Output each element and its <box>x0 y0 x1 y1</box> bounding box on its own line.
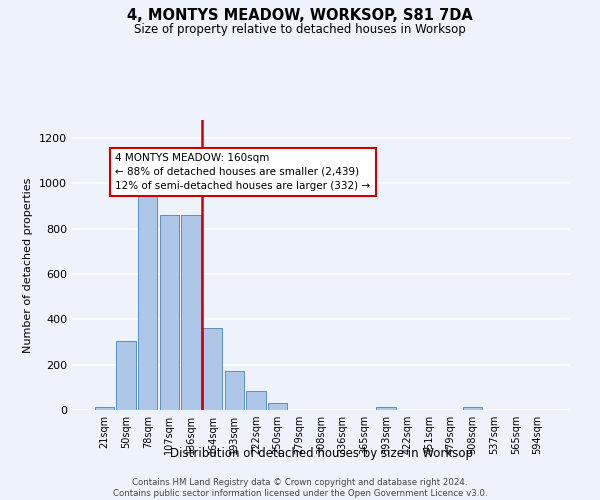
Text: Size of property relative to detached houses in Worksop: Size of property relative to detached ho… <box>134 22 466 36</box>
Text: Contains HM Land Registry data © Crown copyright and database right 2024.
Contai: Contains HM Land Registry data © Crown c… <box>113 478 487 498</box>
Bar <box>203 328 223 410</box>
Text: 4, MONTYS MEADOW, WORKSOP, S81 7DA: 4, MONTYS MEADOW, WORKSOP, S81 7DA <box>127 8 473 22</box>
Bar <box>138 195 157 410</box>
Bar <box>224 372 244 410</box>
Text: Distribution of detached houses by size in Worksop: Distribution of detached houses by size … <box>170 448 473 460</box>
Bar <box>463 407 482 410</box>
Bar <box>160 214 179 410</box>
Bar <box>181 214 201 410</box>
Bar <box>376 407 396 410</box>
Bar <box>268 403 287 410</box>
Text: 4 MONTYS MEADOW: 160sqm
← 88% of detached houses are smaller (2,439)
12% of semi: 4 MONTYS MEADOW: 160sqm ← 88% of detache… <box>115 153 370 191</box>
Bar <box>116 341 136 410</box>
Bar <box>246 390 266 410</box>
Y-axis label: Number of detached properties: Number of detached properties <box>23 178 34 352</box>
Bar <box>95 407 114 410</box>
